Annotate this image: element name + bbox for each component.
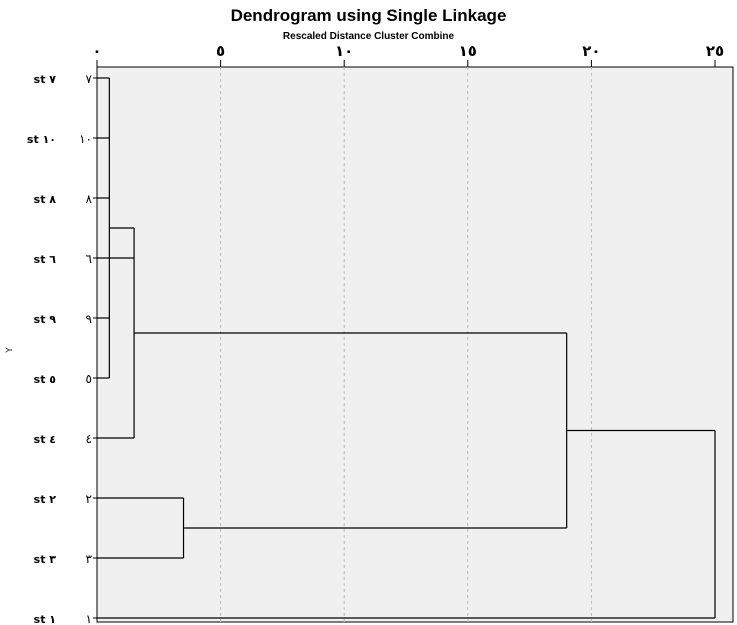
y-axis-label: Y [5,347,15,354]
leaf-number: ١٠ [79,132,92,146]
leaf-number: ٢ [86,492,92,506]
leaf-label: st ٦ [34,253,57,266]
leaf-label: st ٢ [34,493,57,506]
leaf-number: ٥ [86,372,92,386]
leaf-label: st ٤ [34,433,56,446]
leaf-number: ١ [86,612,92,625]
leaf-label: st ١٠ [27,133,56,146]
x-tick-label: ٥ [216,42,225,60]
chart-subtitle: Rescaled Distance Cluster Combine [282,31,455,42]
leaf-number: ٩ [86,312,92,326]
leaf-label: st ٥ [34,373,57,386]
plot-area [96,66,734,623]
x-tick-label: ٠ [92,42,101,60]
dendrogram-tree [97,77,716,619]
x-tick-label: ١٥ [459,42,477,60]
leaf-label: st ٩ [34,313,57,326]
chart-title: Dendrogram using Single Linkage [230,6,507,25]
leaf-number: ٦ [86,252,92,266]
leaf-number: ٧ [86,72,93,86]
leaf-label: st ٣ [34,553,57,566]
leaf-labels: st ٧ ٧ st ١٠ ١٠ st ٨ ٨ st ٦ ٦ st ٩ ٩ st ٥ ٥ st ٤ ٤ st … [27,72,97,625]
leaf-number: ٣ [86,552,93,566]
leaf-number: ٤ [86,432,92,446]
leaf-label: st ٧ [34,73,57,86]
leaf-label: st ١ [34,613,56,625]
x-axis: ٠ ٥ ١٠ ١٥ ٢٠ ٢٥ [92,42,724,67]
x-tick-label: ٢٠ [582,42,600,60]
leaf-number: ٨ [86,192,93,206]
leaf-label: st ٨ [34,193,57,206]
x-tick-label: ١٠ [335,42,353,60]
grid-lines [220,67,592,622]
x-tick-label: ٢٥ [706,42,724,60]
